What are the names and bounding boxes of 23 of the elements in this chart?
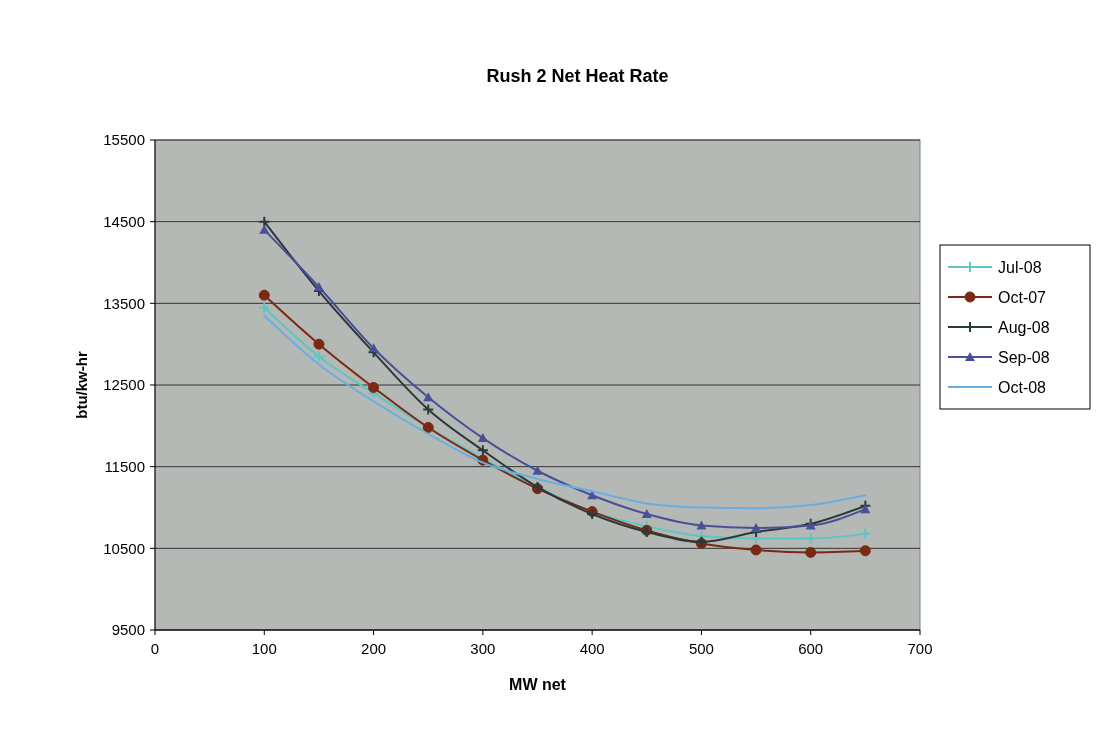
legend-label: Jul-08	[998, 258, 1042, 276]
x-tick-label: 400	[579, 640, 605, 657]
x-tick-label: 200	[361, 640, 387, 657]
x-axis-title: MW net	[509, 676, 567, 693]
x-tick-label: 500	[688, 640, 714, 657]
y-tick-label: 15500	[103, 131, 145, 149]
y-tick-label: 12500	[103, 376, 145, 394]
y-tick-label: 9500	[111, 621, 145, 639]
y-axis-title: btu/kw-hr	[73, 351, 90, 419]
legend-label: Aug-08	[998, 318, 1050, 336]
legend-label: Oct-08	[998, 378, 1047, 396]
x-tick-label: 300	[470, 640, 496, 657]
y-tick-label: 14500	[103, 212, 145, 230]
legend-label: Oct-07	[998, 288, 1047, 306]
x-tick-label: 700	[907, 640, 933, 657]
x-tick-label: 100	[251, 640, 277, 657]
legend-label: Sep-08	[998, 348, 1050, 366]
y-tick-label: 13500	[103, 294, 145, 312]
chart-title: Rush 2 Net Heat Rate	[486, 66, 669, 86]
x-tick-label: 0	[150, 640, 160, 657]
y-tick-label: 10500	[103, 539, 145, 557]
y-tick-label: 11500	[104, 457, 145, 475]
x-tick-label: 600	[798, 640, 824, 657]
